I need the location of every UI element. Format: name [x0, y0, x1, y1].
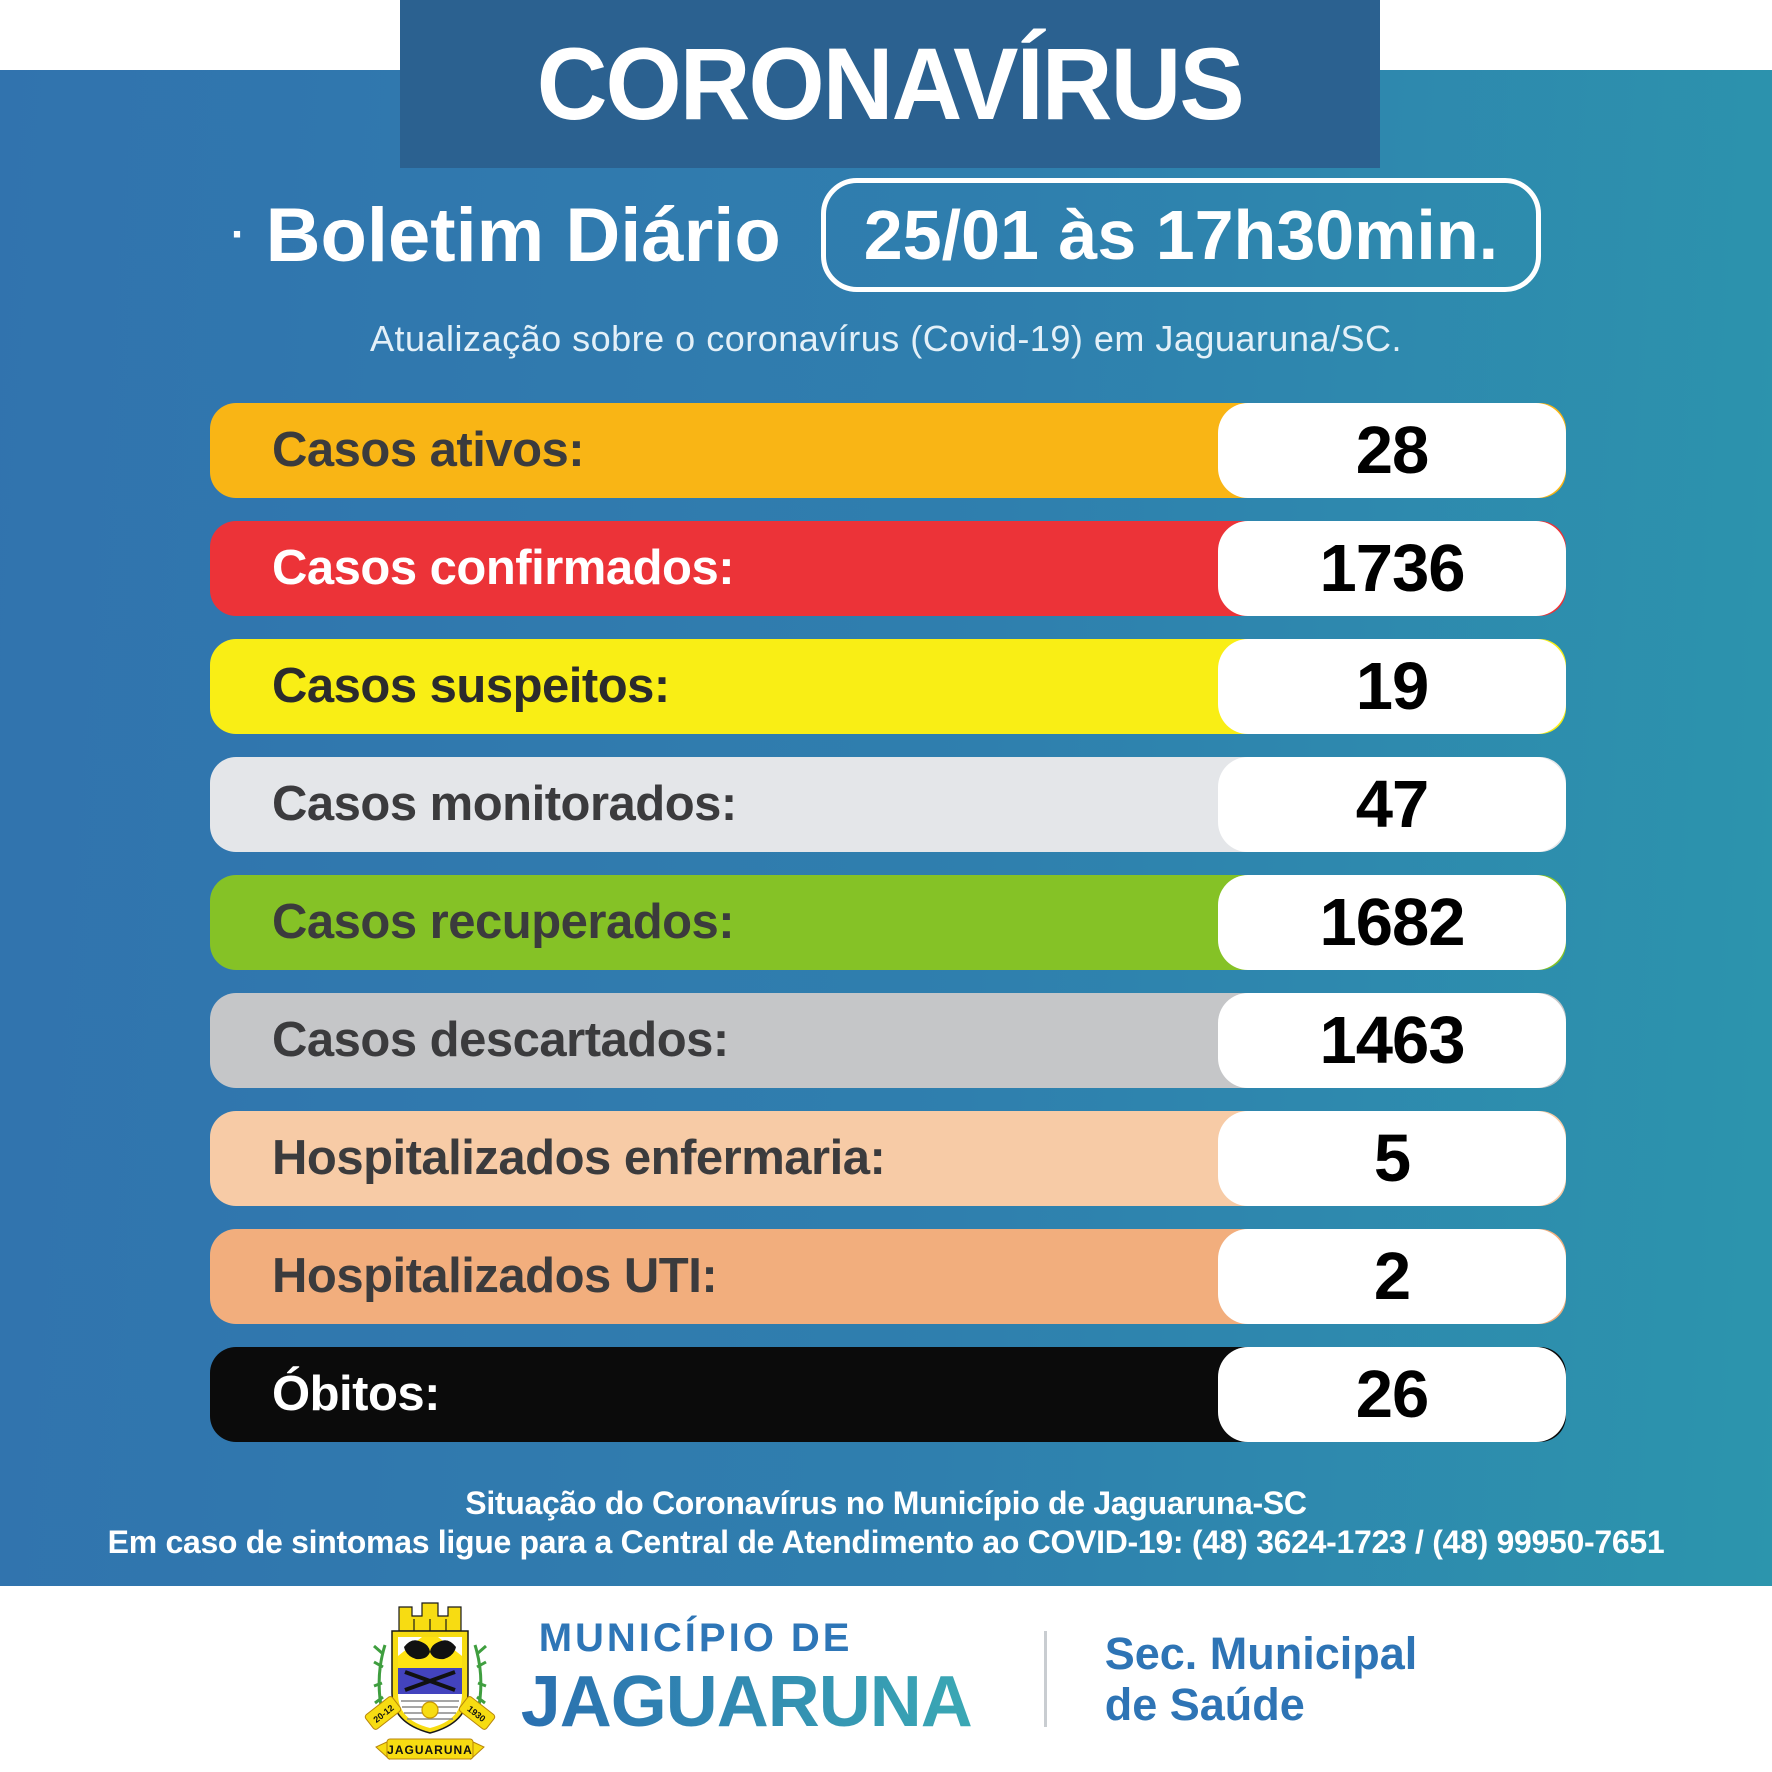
stat-value-pill: 26: [1218, 1347, 1566, 1442]
stat-label: Casos suspeitos:: [272, 659, 670, 713]
bulletin-title: · Boletim Diário: [231, 192, 781, 279]
bullet-dot: ·: [230, 210, 246, 259]
secretariat-line1: Sec. Municipal: [1104, 1628, 1418, 1679]
municipality-line2: JAGUARUNA: [520, 1661, 973, 1742]
stat-row-casos-recuperados: Casos recuperados: 1682: [210, 875, 1566, 970]
stat-row-casos-monitorados: Casos monitorados: 47: [210, 757, 1566, 852]
stat-value-pill: 47: [1218, 757, 1566, 852]
secretariat-line2: de Saúde: [1104, 1679, 1305, 1730]
municipality-line1: MUNICÍPIO DE: [538, 1615, 853, 1660]
stat-value: 1682: [1319, 885, 1465, 960]
stat-value-pill: 28: [1218, 403, 1566, 498]
stat-label: Casos recuperados:: [272, 895, 735, 949]
stat-row-casos-ativos: Casos ativos: 28: [210, 403, 1566, 498]
crest-crown-icon: [398, 1602, 462, 1632]
stat-value-pill: 1463: [1218, 993, 1566, 1088]
bulletin-title-text: Boletim Diário: [265, 192, 781, 278]
stats-table: Casos ativos: 28 Casos confirmados: 1736…: [210, 403, 1566, 1442]
stat-row-casos-suspeitos: Casos suspeitos: 19: [210, 639, 1566, 734]
footer-notes: Situação do Coronavírus no Município de …: [0, 1484, 1772, 1562]
stat-value: 2: [1373, 1239, 1411, 1314]
footer-line-situation: Situação do Coronavírus no Município de …: [465, 1485, 1307, 1521]
stat-row-hospitalizados-enfermaria: Hospitalizados enfermaria: 5: [210, 1111, 1566, 1206]
stat-value: 26: [1355, 1357, 1430, 1432]
municipal-crest: 20-12 1930 JAGUARUNA: [364, 1602, 495, 1761]
stat-value: 1463: [1319, 1003, 1465, 1078]
stat-row-casos-confirmados: Casos confirmados: 1736: [210, 521, 1566, 616]
footer-line-contact: Em caso de sintomas ligue para a Central…: [107, 1524, 1665, 1560]
stat-value-pill: 5: [1218, 1111, 1566, 1206]
municipality-wordmark: MUNICÍPIO DE JAGUARUNA: [520, 1615, 973, 1743]
datetime-badge: 25/01 às 17h30min.: [820, 178, 1542, 292]
stat-value: 47: [1355, 767, 1430, 842]
crest-right-ribbon: 1930: [458, 1696, 495, 1730]
stat-row-hospitalizados-uti: Hospitalizados UTI: 2: [210, 1229, 1566, 1324]
crest-banner: JAGUARUNA: [374, 1738, 485, 1761]
stat-value: 5: [1373, 1121, 1411, 1196]
stat-value: 1736: [1319, 531, 1465, 606]
crest-shield: [390, 1630, 469, 1734]
stat-row-casos-descartados: Casos descartados: 1463: [210, 993, 1566, 1088]
stat-value-pill: 2: [1218, 1229, 1566, 1324]
stat-label: Casos monitorados:: [272, 777, 737, 831]
bulletin-header-row: · Boletim Diário 25/01 às 17h30min.: [0, 178, 1772, 292]
crest-left-ribbon: 20-12: [364, 1696, 401, 1730]
stat-label: Óbitos:: [272, 1367, 440, 1421]
logo-divider: [1043, 1631, 1047, 1727]
header-band: CORONAVÍRUS: [400, 0, 1380, 168]
stat-label: Casos ativos:: [272, 423, 585, 477]
page-title: CORONAVÍRUS: [536, 26, 1245, 141]
health-secretariat-label: Sec. Municipal de Saúde: [1105, 1628, 1418, 1730]
stat-value-pill: 1736: [1218, 521, 1566, 616]
svg-text:JAGUARUNA: JAGUARUNA: [387, 1743, 473, 1757]
stat-label: Casos descartados:: [272, 1013, 729, 1067]
stat-label: Casos confirmados:: [272, 541, 735, 595]
stat-label: Hospitalizados enfermaria:: [272, 1131, 886, 1185]
stat-value-pill: 1682: [1218, 875, 1566, 970]
logo-band: 20-12 1930 JAGUARUNA MUNICÍPIO DE JAGUAR…: [0, 1586, 1772, 1772]
stat-value-pill: 19: [1218, 639, 1566, 734]
bulletin-subtitle: Atualização sobre o coronavírus (Covid-1…: [370, 318, 1402, 359]
stat-value: 28: [1355, 413, 1430, 488]
stat-value: 19: [1355, 649, 1430, 724]
stat-row-obitos: Óbitos: 26: [210, 1347, 1566, 1442]
stat-label: Hospitalizados UTI:: [272, 1249, 718, 1303]
